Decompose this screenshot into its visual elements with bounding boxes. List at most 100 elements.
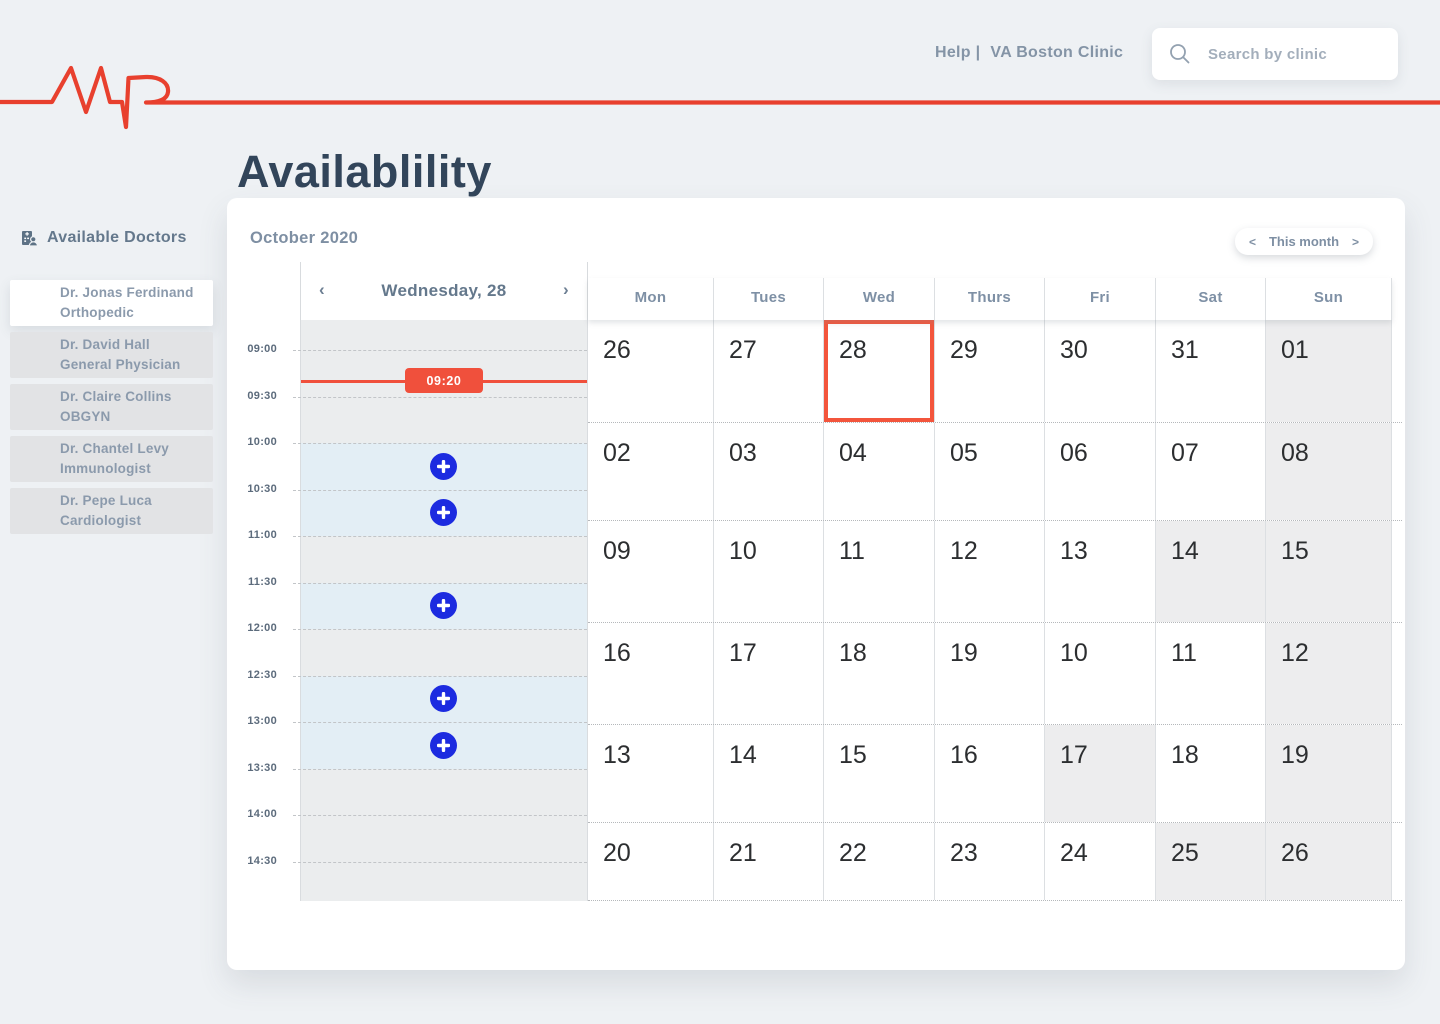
day-cell[interactable]: 21 [714, 823, 824, 900]
day-cell[interactable]: 10 [1045, 623, 1156, 724]
time-label: 14:30 [247, 854, 277, 867]
search-input[interactable] [1206, 44, 1380, 64]
doctor-specialty: OBGYN [60, 409, 111, 424]
doctor-list-item[interactable]: Dr. Chantel Levy Immunologist [10, 436, 213, 482]
doctor-name: Dr. Chantel Levy [60, 441, 169, 456]
day-cell[interactable]: 14 [1156, 521, 1266, 622]
next-month-button[interactable]: > [1351, 234, 1359, 249]
clinic-name-label: VA Boston Clinic [990, 44, 1124, 61]
time-gridline [293, 815, 587, 816]
day-cell[interactable]: 17 [714, 623, 824, 724]
doctor-list-item[interactable]: Dr. Pepe Luca Cardiologist [10, 488, 213, 534]
doctor-specialty: General Physician [60, 357, 181, 372]
day-cell[interactable]: 11 [824, 521, 935, 622]
day-cell[interactable]: 25 [1156, 823, 1266, 900]
plus-icon [437, 738, 450, 752]
day-cell[interactable]: 19 [1266, 725, 1392, 822]
day-cell[interactable]: 12 [1266, 623, 1392, 724]
doctor-name: Dr. Jonas Ferdinand [60, 285, 194, 300]
time-gridline [293, 396, 587, 398]
help-link[interactable]: Help | [935, 44, 981, 61]
day-cell[interactable]: 26 [1266, 823, 1392, 900]
day-cell[interactable]: 09 [588, 521, 714, 622]
weekday-header: Fri [1045, 278, 1156, 320]
time-gridline [293, 675, 587, 677]
time-label: 13:00 [247, 715, 277, 727]
doctors-list: Dr. Jonas Ferdinand Orthopedic Dr. David H… [10, 280, 213, 540]
time-gridline [293, 582, 587, 584]
day-cell[interactable]: 12 [935, 521, 1045, 622]
day-cell[interactable]: 11 [1156, 623, 1266, 724]
day-cell[interactable]: 29 [935, 320, 1045, 422]
day-cell[interactable]: 13 [588, 725, 714, 822]
time-label: 12:30 [247, 668, 277, 681]
doctor-list-item[interactable]: Dr. David Hall General Physician [10, 332, 213, 378]
day-cell[interactable]: 26 [588, 320, 714, 422]
day-cell[interactable]: 15 [1266, 521, 1392, 622]
time-gridline [293, 489, 587, 491]
day-cell[interactable]: 20 [588, 823, 714, 900]
day-cell[interactable]: 01 [1266, 320, 1392, 422]
month-grid: Mon Tues Wed Thurs Fri Sat Sun 26 27 28 29 30 31 01 0… [588, 278, 1402, 901]
month-label: October 2020 [250, 229, 359, 247]
day-cell[interactable]: 30 [1045, 320, 1156, 422]
time-label: 11:00 [247, 529, 277, 541]
month-nav: < This month > [1235, 228, 1373, 255]
week-row: 16 17 18 19 10 11 12 [588, 623, 1402, 725]
plus-icon [437, 692, 450, 706]
add-appointment-button[interactable] [430, 685, 457, 713]
day-cell[interactable]: 10 [714, 521, 824, 622]
day-cell[interactable]: 04 [824, 423, 935, 520]
day-cell[interactable]: 07 [1156, 423, 1266, 520]
time-label: 11:30 [247, 575, 277, 588]
plus-icon [437, 459, 450, 473]
time-label: 09:00 [247, 343, 277, 355]
day-cell[interactable]: 15 [824, 725, 935, 822]
day-cell[interactable]: 19 [935, 623, 1045, 724]
add-appointment-button[interactable] [430, 731, 457, 759]
day-view-label: Wednesday, 28 [381, 281, 507, 300]
day-cell[interactable]: 22 [824, 823, 935, 900]
add-appointment-button[interactable] [430, 592, 457, 620]
doctor-specialty: Orthopedic [60, 305, 135, 320]
next-day-button[interactable]: › [563, 280, 569, 300]
time-gridline [293, 629, 587, 630]
doctor-name: Dr. David Hall [60, 337, 150, 352]
page-title: Availablility [237, 146, 492, 197]
day-cell[interactable]: 03 [714, 423, 824, 520]
doctor-list-item[interactable]: Dr. Claire Collins OBGYN [10, 384, 213, 430]
time-label: 10:30 [247, 482, 277, 495]
weekday-header: Sat [1156, 278, 1266, 320]
day-cell[interactable]: 13 [1045, 521, 1156, 622]
availability-card: October 2020 < This month > ‹ Wednesday,… [227, 198, 1405, 970]
day-cell[interactable]: 05 [935, 423, 1045, 520]
add-appointment-button[interactable] [430, 452, 457, 480]
doctor-list-item[interactable]: Dr. Jonas Ferdinand Orthopedic [10, 280, 213, 326]
day-cell[interactable]: 24 [1045, 823, 1156, 900]
time-gridline [293, 536, 587, 537]
day-cell[interactable]: 23 [935, 823, 1045, 900]
day-cell[interactable]: 14 [714, 725, 824, 822]
day-cell[interactable]: 16 [588, 623, 714, 724]
month-nav-label[interactable]: This month [1268, 234, 1340, 249]
add-appointment-button[interactable] [430, 499, 457, 527]
day-cell[interactable]: 06 [1045, 423, 1156, 520]
time-label: 12:00 [247, 622, 277, 634]
day-view-header: ‹ Wednesday, 28 › [300, 262, 588, 320]
day-cell[interactable]: 02 [588, 423, 714, 520]
day-cell[interactable]: 31 [1156, 320, 1266, 422]
day-cell[interactable]: 27 [714, 320, 824, 422]
day-cell[interactable]: 18 [824, 623, 935, 724]
weekday-header: Sun [1266, 278, 1392, 320]
day-cell[interactable]: 18 [1156, 725, 1266, 822]
current-time-badge: 09:20 [405, 368, 483, 393]
time-label: 13:30 [247, 761, 277, 774]
day-cell[interactable]: 28 [824, 320, 935, 422]
available-doctors-label: Available Doctors [47, 229, 187, 246]
day-cell[interactable]: 08 [1266, 423, 1392, 520]
prev-month-button[interactable]: < [1249, 234, 1257, 249]
prev-day-button[interactable]: ‹ [319, 280, 325, 300]
search-box[interactable] [1152, 28, 1398, 80]
day-cell[interactable]: 17 [1045, 725, 1156, 822]
day-cell[interactable]: 16 [935, 725, 1045, 822]
